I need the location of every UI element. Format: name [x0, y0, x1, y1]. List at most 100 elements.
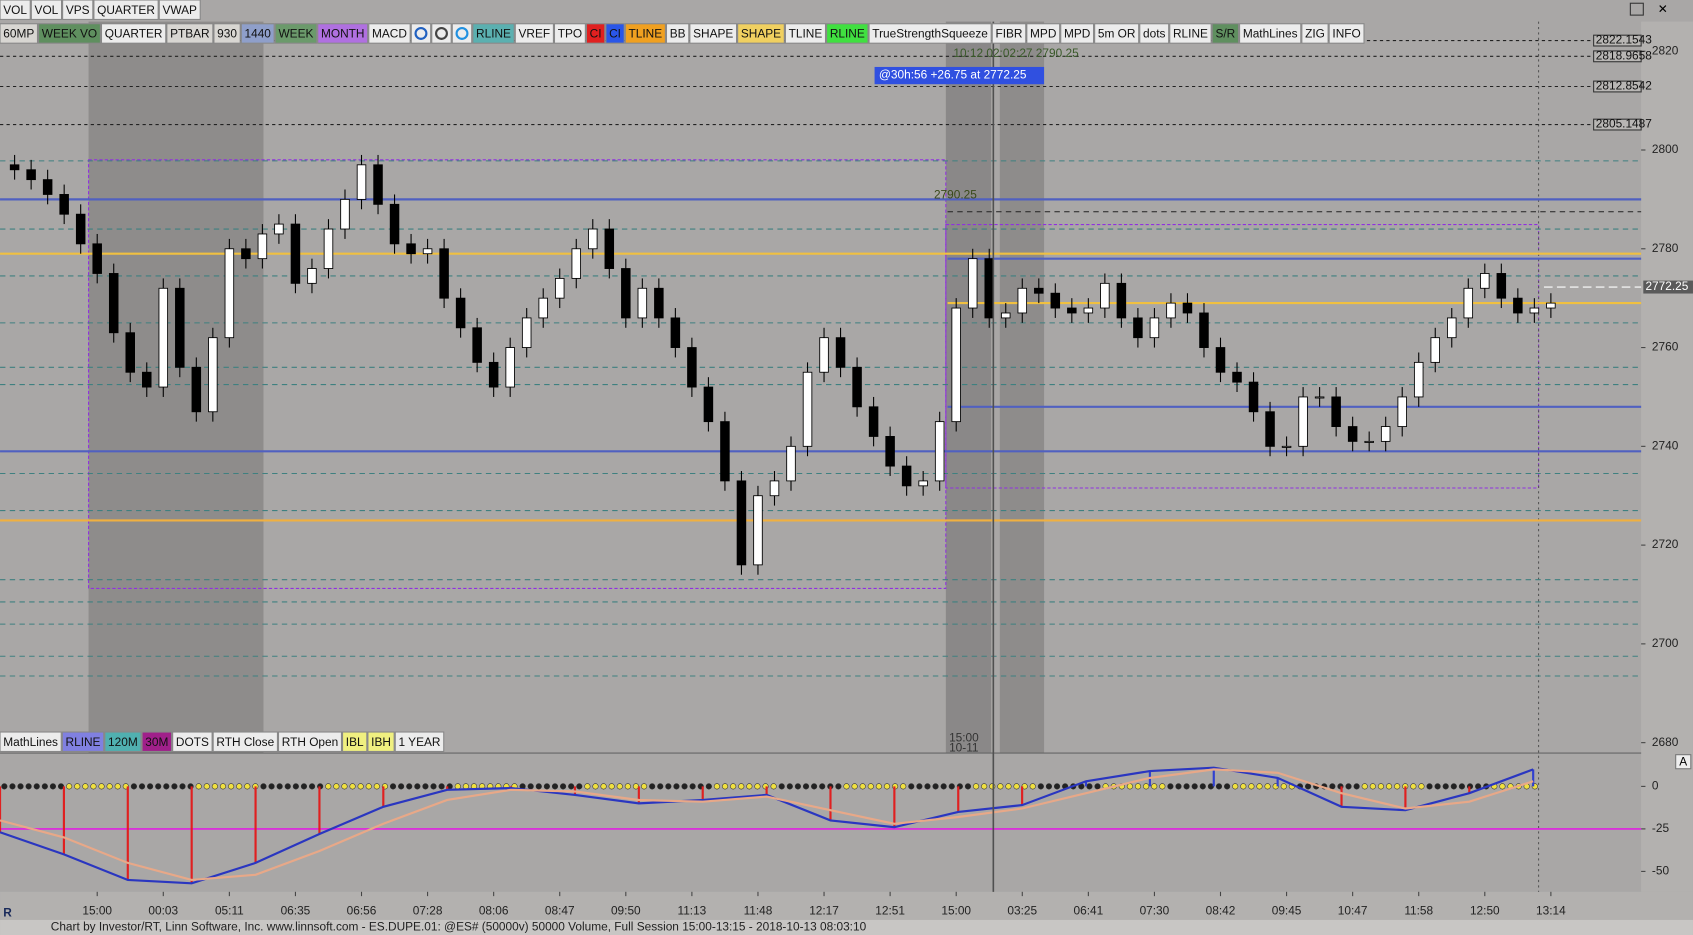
toolbar-button-label[interactable]: VOL: [35, 3, 59, 17]
toolbar-button-label[interactable]: QUARTER: [105, 27, 163, 41]
toolbar-button-label[interactable]: 120M: [108, 735, 138, 749]
toolbar-button-label[interactable]: CI: [609, 27, 621, 41]
toolbar-button[interactable]: [0, 23, 39, 44]
toolbar-button-label[interactable]: QUARTER: [97, 3, 155, 17]
toolbar-button-label[interactable]: MACD: [372, 27, 407, 41]
toolbar-button-label[interactable]: MONTH: [321, 27, 364, 41]
toolbar-button[interactable]: [368, 23, 411, 44]
toolbar-button[interactable]: [212, 731, 278, 752]
toolbar-button[interactable]: [514, 23, 554, 44]
toolbar-button[interactable]: [826, 23, 869, 44]
toolbar-button[interactable]: [274, 23, 318, 44]
toolbar-button[interactable]: [868, 23, 992, 44]
restore-button[interactable]: [1629, 2, 1644, 16]
toolbar-button[interactable]: [172, 731, 213, 752]
toolbar-button-label[interactable]: SHAPE: [693, 27, 733, 41]
toolbar-button-label[interactable]: 1 YEAR: [398, 735, 440, 749]
toolbar-button[interactable]: [553, 23, 586, 44]
toolbar-button-label[interactable]: VWAP: [162, 3, 197, 17]
toolbar-button[interactable]: [62, 0, 94, 20]
toolbar-button-label[interactable]: FIBR: [995, 27, 1022, 41]
toolbar-button-label[interactable]: MathLines: [1243, 27, 1298, 41]
toolbar-button-label[interactable]: RLINE: [66, 735, 101, 749]
toolbar-button[interactable]: [784, 23, 827, 44]
toolbar-button-label[interactable]: 5m OR: [1098, 27, 1136, 41]
toolbar-button[interactable]: [0, 731, 62, 752]
toolbar-button-label[interactable]: SHAPE: [741, 27, 781, 41]
signal-dot: [130, 783, 137, 790]
toolbar-button-label[interactable]: RTH Open: [282, 735, 338, 749]
icon-button[interactable]: [451, 23, 473, 44]
toolbar-button[interactable]: [1094, 23, 1140, 44]
icon-button[interactable]: [410, 23, 432, 44]
toolbar-button[interactable]: [991, 23, 1027, 44]
toolbar-button-label[interactable]: 60MP: [3, 27, 34, 41]
axis-mode-box[interactable]: [1675, 754, 1692, 770]
toolbar-button-label[interactable]: TrueStrengthSqueeze: [872, 27, 988, 41]
toolbar-button[interactable]: [93, 0, 159, 20]
toolbar-button[interactable]: [1211, 23, 1240, 44]
toolbar-button[interactable]: [689, 23, 738, 44]
toolbar-button-label[interactable]: INFO: [1332, 27, 1360, 41]
toolbar-button-label[interactable]: 30M: [145, 735, 168, 749]
toolbar-button-label[interactable]: WEEK VO: [42, 27, 97, 41]
toolbar-button[interactable]: [100, 23, 167, 44]
toolbar-button[interactable]: [1060, 23, 1095, 44]
toolbar-button[interactable]: [166, 23, 214, 44]
toolbar-button-label[interactable]: 1440: [245, 27, 272, 41]
toolbar-button-label[interactable]: TLINE: [789, 27, 823, 41]
toolbar-button[interactable]: [737, 23, 785, 44]
toolbar-button-label[interactable]: VOL: [3, 3, 27, 17]
toolbar-button[interactable]: [38, 23, 101, 44]
toolbar-button[interactable]: [394, 731, 445, 752]
toolbar-button-label[interactable]: RTH Close: [216, 735, 274, 749]
toolbar-button[interactable]: [624, 23, 666, 44]
toolbar-button-label[interactable]: RLINE: [830, 27, 865, 41]
toolbar-button[interactable]: [665, 23, 690, 44]
toolbar-button-label[interactable]: VREF: [519, 27, 551, 41]
toolbar-button[interactable]: [585, 23, 606, 44]
toolbar-button-label[interactable]: WEEK: [278, 27, 313, 41]
toolbar-button[interactable]: [213, 23, 241, 44]
toolbar-button[interactable]: [605, 23, 625, 44]
toolbar-button-label[interactable]: IBL: [346, 735, 364, 749]
toolbar-button[interactable]: [1026, 23, 1061, 44]
toolbar-button-label[interactable]: DOTS: [176, 735, 209, 749]
toolbar-button[interactable]: [342, 731, 368, 752]
toolbar-button[interactable]: [1328, 23, 1365, 44]
close-button[interactable]: ✕: [1658, 2, 1668, 16]
toolbar-button[interactable]: [1239, 23, 1302, 44]
toolbar-button-label[interactable]: PTBAR: [170, 27, 210, 41]
toolbar-button-label[interactable]: IBH: [371, 735, 391, 749]
toolbar-button-label[interactable]: VPS: [66, 3, 90, 17]
toolbar-button[interactable]: [1139, 23, 1170, 44]
toolbar-button[interactable]: [472, 23, 515, 44]
toolbar-button[interactable]: [0, 0, 31, 20]
toolbar-button[interactable]: [1169, 23, 1212, 44]
toolbar-button-label[interactable]: S/R: [1215, 27, 1235, 41]
toolbar-button[interactable]: [104, 731, 142, 752]
toolbar-button-label[interactable]: MPD: [1064, 27, 1090, 41]
toolbar-button-label[interactable]: RLINE: [1173, 27, 1208, 41]
toolbar-button-label[interactable]: ZIG: [1305, 27, 1325, 41]
toolbar-button[interactable]: [158, 0, 201, 20]
toolbar-button[interactable]: [277, 731, 343, 752]
toolbar-button[interactable]: [1301, 23, 1329, 44]
toolbar-button-label[interactable]: BB: [670, 27, 686, 41]
toolbar-button-label[interactable]: MathLines: [3, 735, 58, 749]
toolbar-button-label[interactable]: RLINE: [476, 27, 511, 41]
toolbar-button-label[interactable]: CI: [590, 27, 602, 41]
toolbar-button-label[interactable]: TPO: [558, 27, 582, 41]
toolbar-button-label[interactable]: MPD: [1030, 27, 1056, 41]
toolbar-button-label[interactable]: 930: [217, 27, 237, 41]
icon-button[interactable]: [431, 23, 452, 44]
axis-mode[interactable]: A: [1679, 754, 1687, 768]
toolbar-button[interactable]: [30, 0, 63, 20]
toolbar-button[interactable]: [141, 731, 173, 752]
toolbar-button[interactable]: [240, 23, 275, 44]
toolbar-button[interactable]: [61, 731, 105, 752]
toolbar-button[interactable]: [317, 23, 369, 44]
toolbar-button-label[interactable]: dots: [1143, 27, 1165, 41]
toolbar-button-label[interactable]: TLINE: [629, 27, 663, 41]
toolbar-button[interactable]: [367, 731, 395, 752]
